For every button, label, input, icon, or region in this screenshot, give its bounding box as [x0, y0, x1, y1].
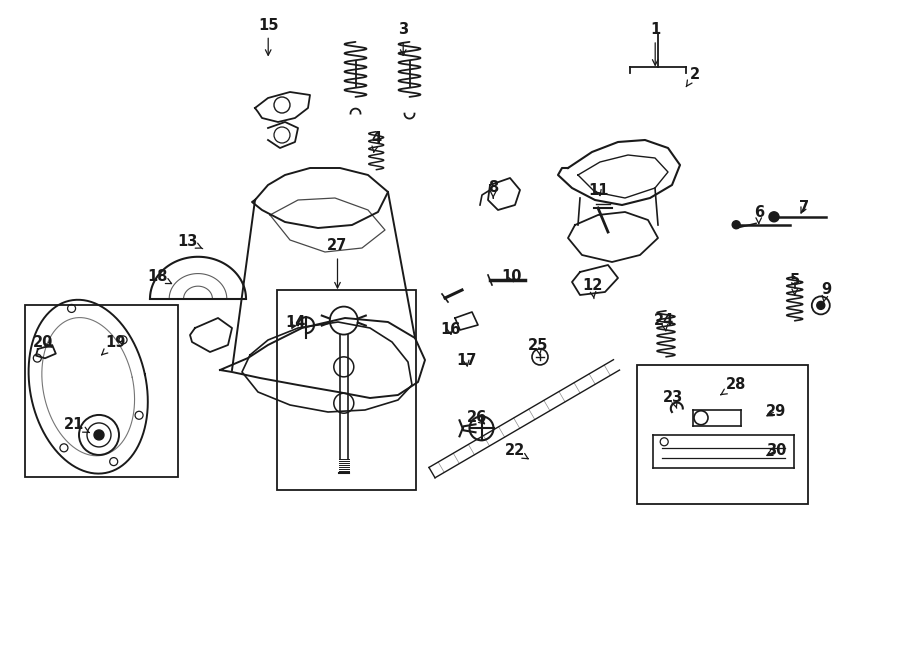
Text: 21: 21 — [64, 417, 89, 432]
Text: 8: 8 — [488, 180, 499, 198]
Text: 17: 17 — [456, 353, 476, 368]
Text: 16: 16 — [440, 322, 460, 336]
Text: 28: 28 — [721, 377, 746, 395]
Text: 30: 30 — [766, 444, 786, 458]
Text: 5: 5 — [789, 274, 800, 295]
Circle shape — [733, 221, 740, 229]
Text: 4: 4 — [371, 132, 382, 152]
Circle shape — [817, 301, 824, 309]
Text: 25: 25 — [528, 338, 548, 356]
Text: 22: 22 — [505, 444, 528, 459]
Circle shape — [94, 430, 104, 440]
Text: 2: 2 — [686, 67, 700, 87]
Text: 23: 23 — [663, 391, 683, 408]
Text: 14: 14 — [285, 315, 305, 330]
Text: 27: 27 — [328, 239, 347, 288]
Bar — [277, 290, 416, 490]
Text: 9: 9 — [821, 282, 832, 303]
Text: 12: 12 — [582, 278, 602, 299]
Text: 24: 24 — [654, 313, 674, 331]
Bar — [25, 305, 178, 477]
Text: 10: 10 — [501, 269, 521, 284]
Text: 3: 3 — [398, 22, 409, 56]
Text: 7: 7 — [798, 200, 809, 215]
Text: 29: 29 — [766, 404, 786, 418]
Circle shape — [769, 212, 779, 222]
Text: 18: 18 — [148, 269, 172, 284]
Text: 26: 26 — [467, 410, 487, 425]
Text: 11: 11 — [589, 183, 608, 198]
Text: 6: 6 — [753, 206, 764, 223]
Text: 19: 19 — [102, 335, 125, 355]
Text: 15: 15 — [258, 18, 278, 56]
Text: 1: 1 — [650, 22, 661, 65]
Text: 20: 20 — [33, 335, 53, 350]
Text: 13: 13 — [177, 234, 202, 249]
Bar — [637, 365, 808, 504]
